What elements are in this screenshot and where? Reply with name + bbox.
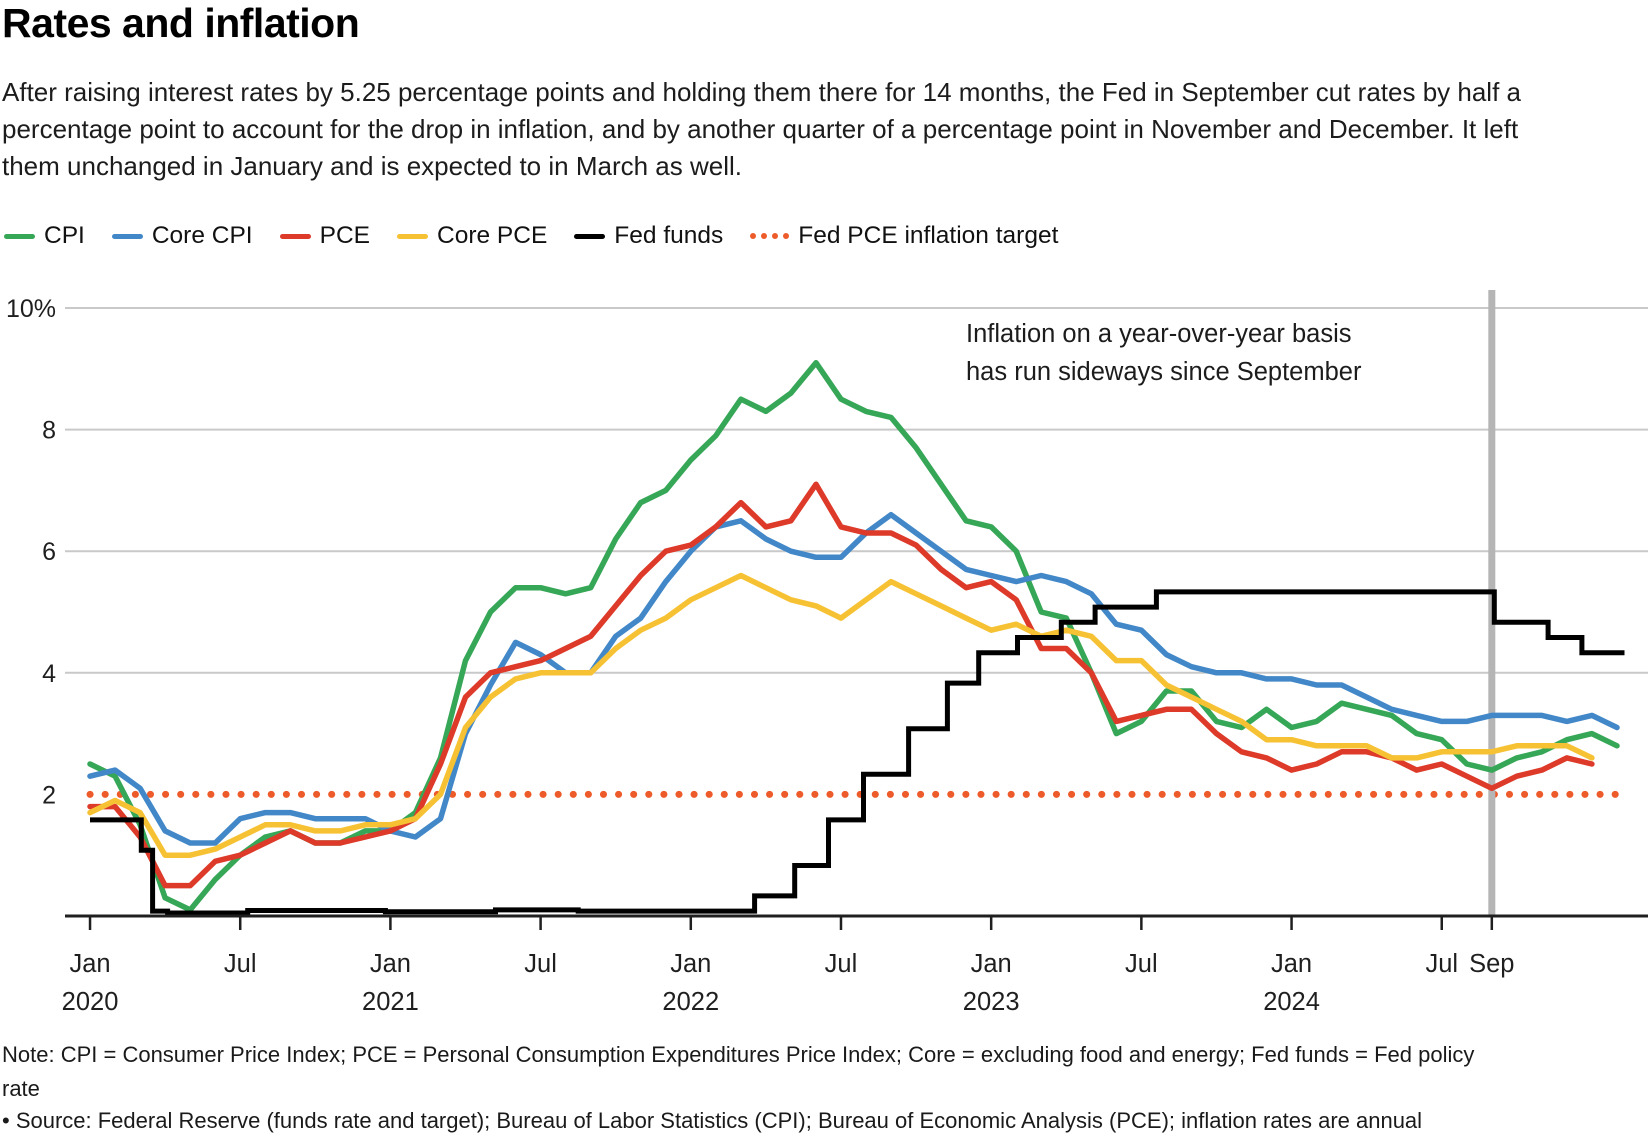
x-tick-label-month: Sep (1469, 950, 1514, 978)
cpi-line (87, 359, 1620, 913)
x-tick-label-month: Jan (370, 950, 411, 978)
core-cpi-line (87, 511, 1620, 846)
x-tick-label-month: Jul (524, 950, 557, 978)
x-tick-label-year: 2022 (662, 988, 719, 1016)
rates-inflation-line-chart: Inflation on a year-over-year basis has … (6, 290, 1648, 1016)
legend-item-core-pce: Core PCE (397, 222, 547, 250)
x-tick-label-year: 2020 (62, 988, 119, 1016)
gridlines: 10% 8 6 4 2 (6, 295, 1648, 809)
y-tick-label-4: 4 (42, 660, 56, 688)
legend-item-cpi: CPI (4, 222, 85, 250)
legend-swatch (4, 233, 35, 239)
legend-swatch (279, 233, 311, 239)
legend-label: Fed PCE inflation target (798, 222, 1059, 249)
annotation-line-2: has run sideways since September (966, 358, 1362, 386)
y-tick-label-2: 2 (42, 781, 56, 809)
source-text: • Source: Federal Reserve (funds rate an… (2, 1108, 1423, 1133)
x-tick-label-year: 2023 (963, 988, 1020, 1016)
x-tick-label-month: Jul (224, 950, 257, 978)
x-tick-label-month: Jan (971, 950, 1012, 978)
core-pce-line (87, 572, 1595, 858)
legend-swatch (397, 233, 428, 239)
chart-legend: CPI Core CPI PCE Core PCE Fed funds Fed PCE i… (4, 222, 1058, 250)
x-tick-label-month: Jul (1425, 950, 1458, 978)
note-text-line2: rate (2, 1076, 40, 1101)
legend-item-core-cpi: Core CPI (111, 222, 253, 250)
x-tick-label-month: Jul (825, 950, 858, 978)
note-text-line1: Note: CPI = Consumer Price Index; PCE = … (2, 1042, 1475, 1067)
legend-label: Core CPI (151, 222, 253, 249)
legend-item-pce: PCE (279, 222, 370, 250)
x-tick-label-month: Jan (1271, 950, 1312, 978)
x-tick-label-month: Jan (69, 950, 110, 978)
legend-label: PCE (319, 222, 370, 249)
pce-line (87, 481, 1595, 889)
chart-subtitle: After raising interest rates by 5.25 per… (2, 77, 1521, 181)
x-tick-label-year: 2024 (1263, 988, 1320, 1016)
legend-label: CPI (44, 222, 85, 249)
y-tick-label-10: 10% (6, 295, 56, 323)
x-tick-label-year: 2021 (362, 988, 419, 1016)
legend-swatch (111, 233, 143, 239)
x-axis: Jan 2020 Jul Jan 2021 Jul Jan 2022 Jul Jan 2023 Jul… (62, 914, 1648, 1016)
x-tick-label-month: Jul (1125, 950, 1158, 978)
page-title: Rates and inflation (2, 0, 360, 46)
fed-funds-line (90, 589, 1625, 916)
legend-item-fed-pce-inflation-target: Fed PCE inflation target (750, 222, 1058, 250)
legend-swatch (574, 233, 606, 239)
legend-swatch-dotted (750, 233, 790, 239)
y-tick-label-6: 6 (42, 538, 56, 566)
legend-item-fed-funds: Fed funds (574, 222, 723, 250)
y-tick-label-8: 8 (42, 417, 56, 445)
annotation-line-1: Inflation on a year-over-year basis (966, 320, 1352, 348)
series-lines (87, 359, 1625, 916)
x-tick-label-month: Jan (670, 950, 711, 978)
legend-label: Fed funds (614, 222, 724, 249)
legend-label: Core PCE (437, 222, 548, 249)
